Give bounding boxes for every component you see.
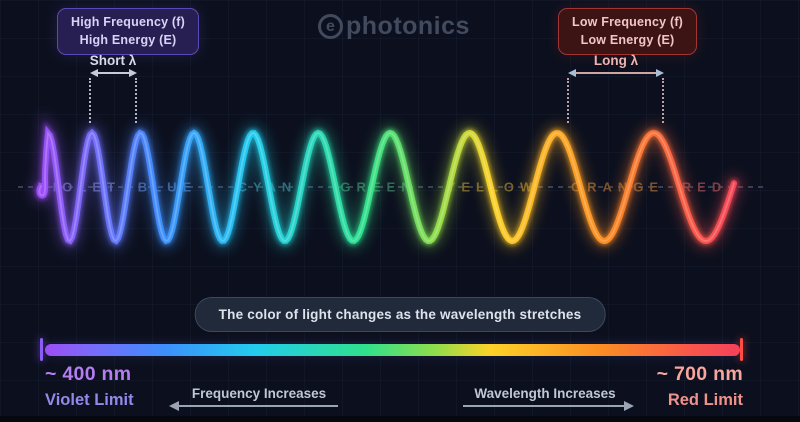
wavelength-increases-label: Wavelength Increases bbox=[474, 386, 616, 401]
red-limit-tick bbox=[740, 338, 743, 361]
short-lambda-dotted-line-right bbox=[135, 78, 137, 123]
spectrum-gradient-bar bbox=[45, 344, 740, 356]
logo-e-icon: e bbox=[318, 14, 343, 39]
short-wavelength-arrow-icon bbox=[90, 69, 137, 77]
caption-pill: The color of light changes as the wavele… bbox=[194, 297, 606, 332]
spectrum-word-red: RED bbox=[681, 179, 728, 195]
short-lambda-dotted-line-left bbox=[89, 78, 91, 123]
red-limit-value: ~ 700 nm bbox=[656, 363, 743, 385]
low-energy-line: Low Energy (E) bbox=[580, 32, 675, 47]
bottom-edge-strip bbox=[0, 416, 800, 422]
wave-core bbox=[36, 125, 737, 245]
violet-limit-value: ~ 400 nm bbox=[45, 363, 132, 385]
low-frequency-badge: Low Frequency (f) Low Energy (E) bbox=[558, 8, 698, 55]
short-wavelength-label: Short λ bbox=[89, 53, 137, 68]
frequency-increases-label: Frequency Increases bbox=[191, 386, 327, 401]
wavelength-increases-arrow-icon bbox=[463, 401, 634, 411]
high-energy-line: High Energy (E) bbox=[79, 32, 177, 47]
wave-highlight bbox=[38, 130, 735, 243]
high-frequency-badge: High Frequency (f) High Energy (E) bbox=[57, 8, 200, 55]
long-wavelength-label: Long λ bbox=[593, 53, 639, 68]
long-wavelength-arrow-icon bbox=[568, 69, 664, 77]
logo-text: photonics bbox=[346, 12, 470, 40]
frequency-increases-arrow-icon bbox=[169, 401, 338, 411]
long-lambda-dotted-line-right bbox=[662, 78, 664, 123]
high-frequency-line: High Frequency (f) bbox=[71, 15, 186, 29]
logo-initial: e bbox=[326, 17, 335, 35]
spectrum-center-dashed-line bbox=[18, 186, 768, 188]
violet-limit-label: Violet Limit bbox=[45, 391, 134, 409]
long-lambda-dotted-line-left bbox=[567, 78, 569, 123]
violet-limit-tick bbox=[40, 338, 43, 361]
logo: e photonics bbox=[318, 12, 470, 41]
red-limit-label: Red Limit bbox=[667, 391, 743, 409]
low-frequency-line: Low Frequency (f) bbox=[572, 15, 684, 29]
